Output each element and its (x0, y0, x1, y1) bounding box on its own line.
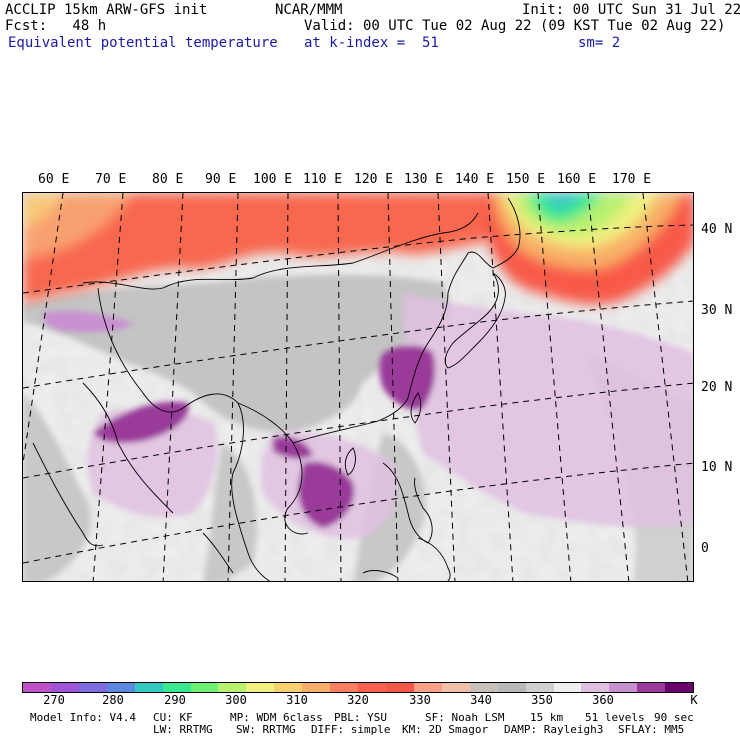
field-purple-regions (42, 293, 693, 539)
footer-sf: SF: Noah LSM (425, 711, 505, 724)
lon-label: 130 E (404, 172, 444, 187)
lat-label: 0 (701, 541, 709, 556)
colorbar-swatch (302, 683, 331, 692)
lat-label: 10 N (701, 460, 733, 475)
colorbar-tick-label: 310 (286, 693, 308, 707)
footer-sflay: SFLAY: MM5 (618, 723, 685, 736)
footer-resolution: 15 km (530, 711, 564, 724)
field-name: Equivalent potential temperature (8, 35, 278, 51)
footer-km: KM: 2D Smagor (402, 723, 489, 736)
smoothing-label: sm= 2 (578, 35, 621, 51)
colorbar-swatch (581, 683, 610, 692)
valid-time: Valid: 00 UTC Tue 02 Aug 22 (09 KST Tue … (304, 18, 726, 34)
footer-sw: SW: RRTMG (236, 723, 296, 736)
colorbar-swatch (78, 683, 107, 692)
colorbar-swatch (358, 683, 386, 692)
footer-damp: DAMP: Rayleigh3 (504, 723, 604, 736)
lon-label: 170 E (612, 172, 652, 187)
graticule (23, 193, 693, 581)
colorbar-swatch (134, 683, 163, 692)
colorbar-swatch (553, 683, 582, 692)
level-label: at k-index = 51 (304, 35, 439, 51)
colorbar-swatch (441, 683, 470, 692)
lat-label: 20 N (701, 380, 733, 395)
colorbar-swatch (190, 683, 219, 692)
footer-model-info: Model Info: V4.4 (30, 711, 136, 724)
lon-label: 60 E (38, 172, 70, 187)
colorbar-tick-label: 350 (531, 693, 553, 707)
model-title: ACCLIP 15km ARW-GFS init (5, 2, 208, 18)
colorbar-swatch (330, 683, 359, 692)
lat-label: 40 N (701, 222, 733, 237)
field-warm-band (23, 193, 693, 305)
lon-label: 80 E (152, 172, 184, 187)
colorbar-unit: K (690, 693, 698, 707)
colorbar-tick-label: 360 (592, 693, 614, 707)
colorbar-swatch (525, 683, 554, 692)
footer-timestep: 90 sec (654, 711, 694, 724)
colorbar-tick-label: 290 (164, 693, 186, 707)
lon-label: 100 E (253, 172, 293, 187)
colorbar-swatch (162, 683, 191, 692)
lon-label: 110 E (303, 172, 343, 187)
colorbar-swatch (413, 683, 442, 692)
colorbar-swatch (23, 683, 51, 692)
colorbar-tick-label: 330 (409, 693, 431, 707)
lon-label: 70 E (95, 172, 127, 187)
equivalent-potential-temperature-field (23, 193, 693, 581)
footer-diff: DIFF: simple (311, 723, 391, 736)
map-panel (22, 192, 694, 582)
colorbar-swatch (609, 683, 638, 692)
footer-levels: 51 levels (585, 711, 645, 724)
colorbar-swatch (274, 683, 303, 692)
footer-mp: MP: WDM 6class (230, 711, 323, 724)
colorbar-tick-label: 280 (102, 693, 124, 707)
footer-lw: LW: RRTMG (153, 723, 213, 736)
colorbar-swatch (246, 683, 275, 692)
colorbar-tick-label: 340 (470, 693, 492, 707)
colorbar (22, 682, 694, 693)
lon-label: 140 E (455, 172, 495, 187)
colorbar-tick-label: 300 (225, 693, 247, 707)
coastlines (32, 197, 521, 581)
organization-label: NCAR/MMM (275, 2, 343, 18)
lon-label: 150 E (506, 172, 546, 187)
init-time: Init: 00 UTC Sun 31 Jul 22 (522, 2, 740, 18)
colorbar-tick-label: 320 (347, 693, 369, 707)
lon-label: 90 E (205, 172, 237, 187)
colorbar-swatch (497, 683, 526, 692)
footer-pbl: PBL: YSU (334, 711, 387, 724)
lon-label: 160 E (557, 172, 597, 187)
colorbar-tick-label: 270 (43, 693, 65, 707)
footer-cu: CU: KF (153, 711, 193, 724)
colorbar-swatch (637, 683, 666, 692)
colorbar-swatch (665, 683, 694, 692)
colorbar-swatch (218, 683, 247, 692)
colorbar-swatch (385, 683, 414, 692)
forecast-hour: Fcst: 48 h (5, 18, 107, 34)
colorbar-swatch (469, 683, 498, 692)
colorbar-swatch (50, 683, 79, 692)
lon-label: 120 E (354, 172, 394, 187)
colorbar-swatch (106, 683, 135, 692)
lat-label: 30 N (701, 303, 733, 318)
